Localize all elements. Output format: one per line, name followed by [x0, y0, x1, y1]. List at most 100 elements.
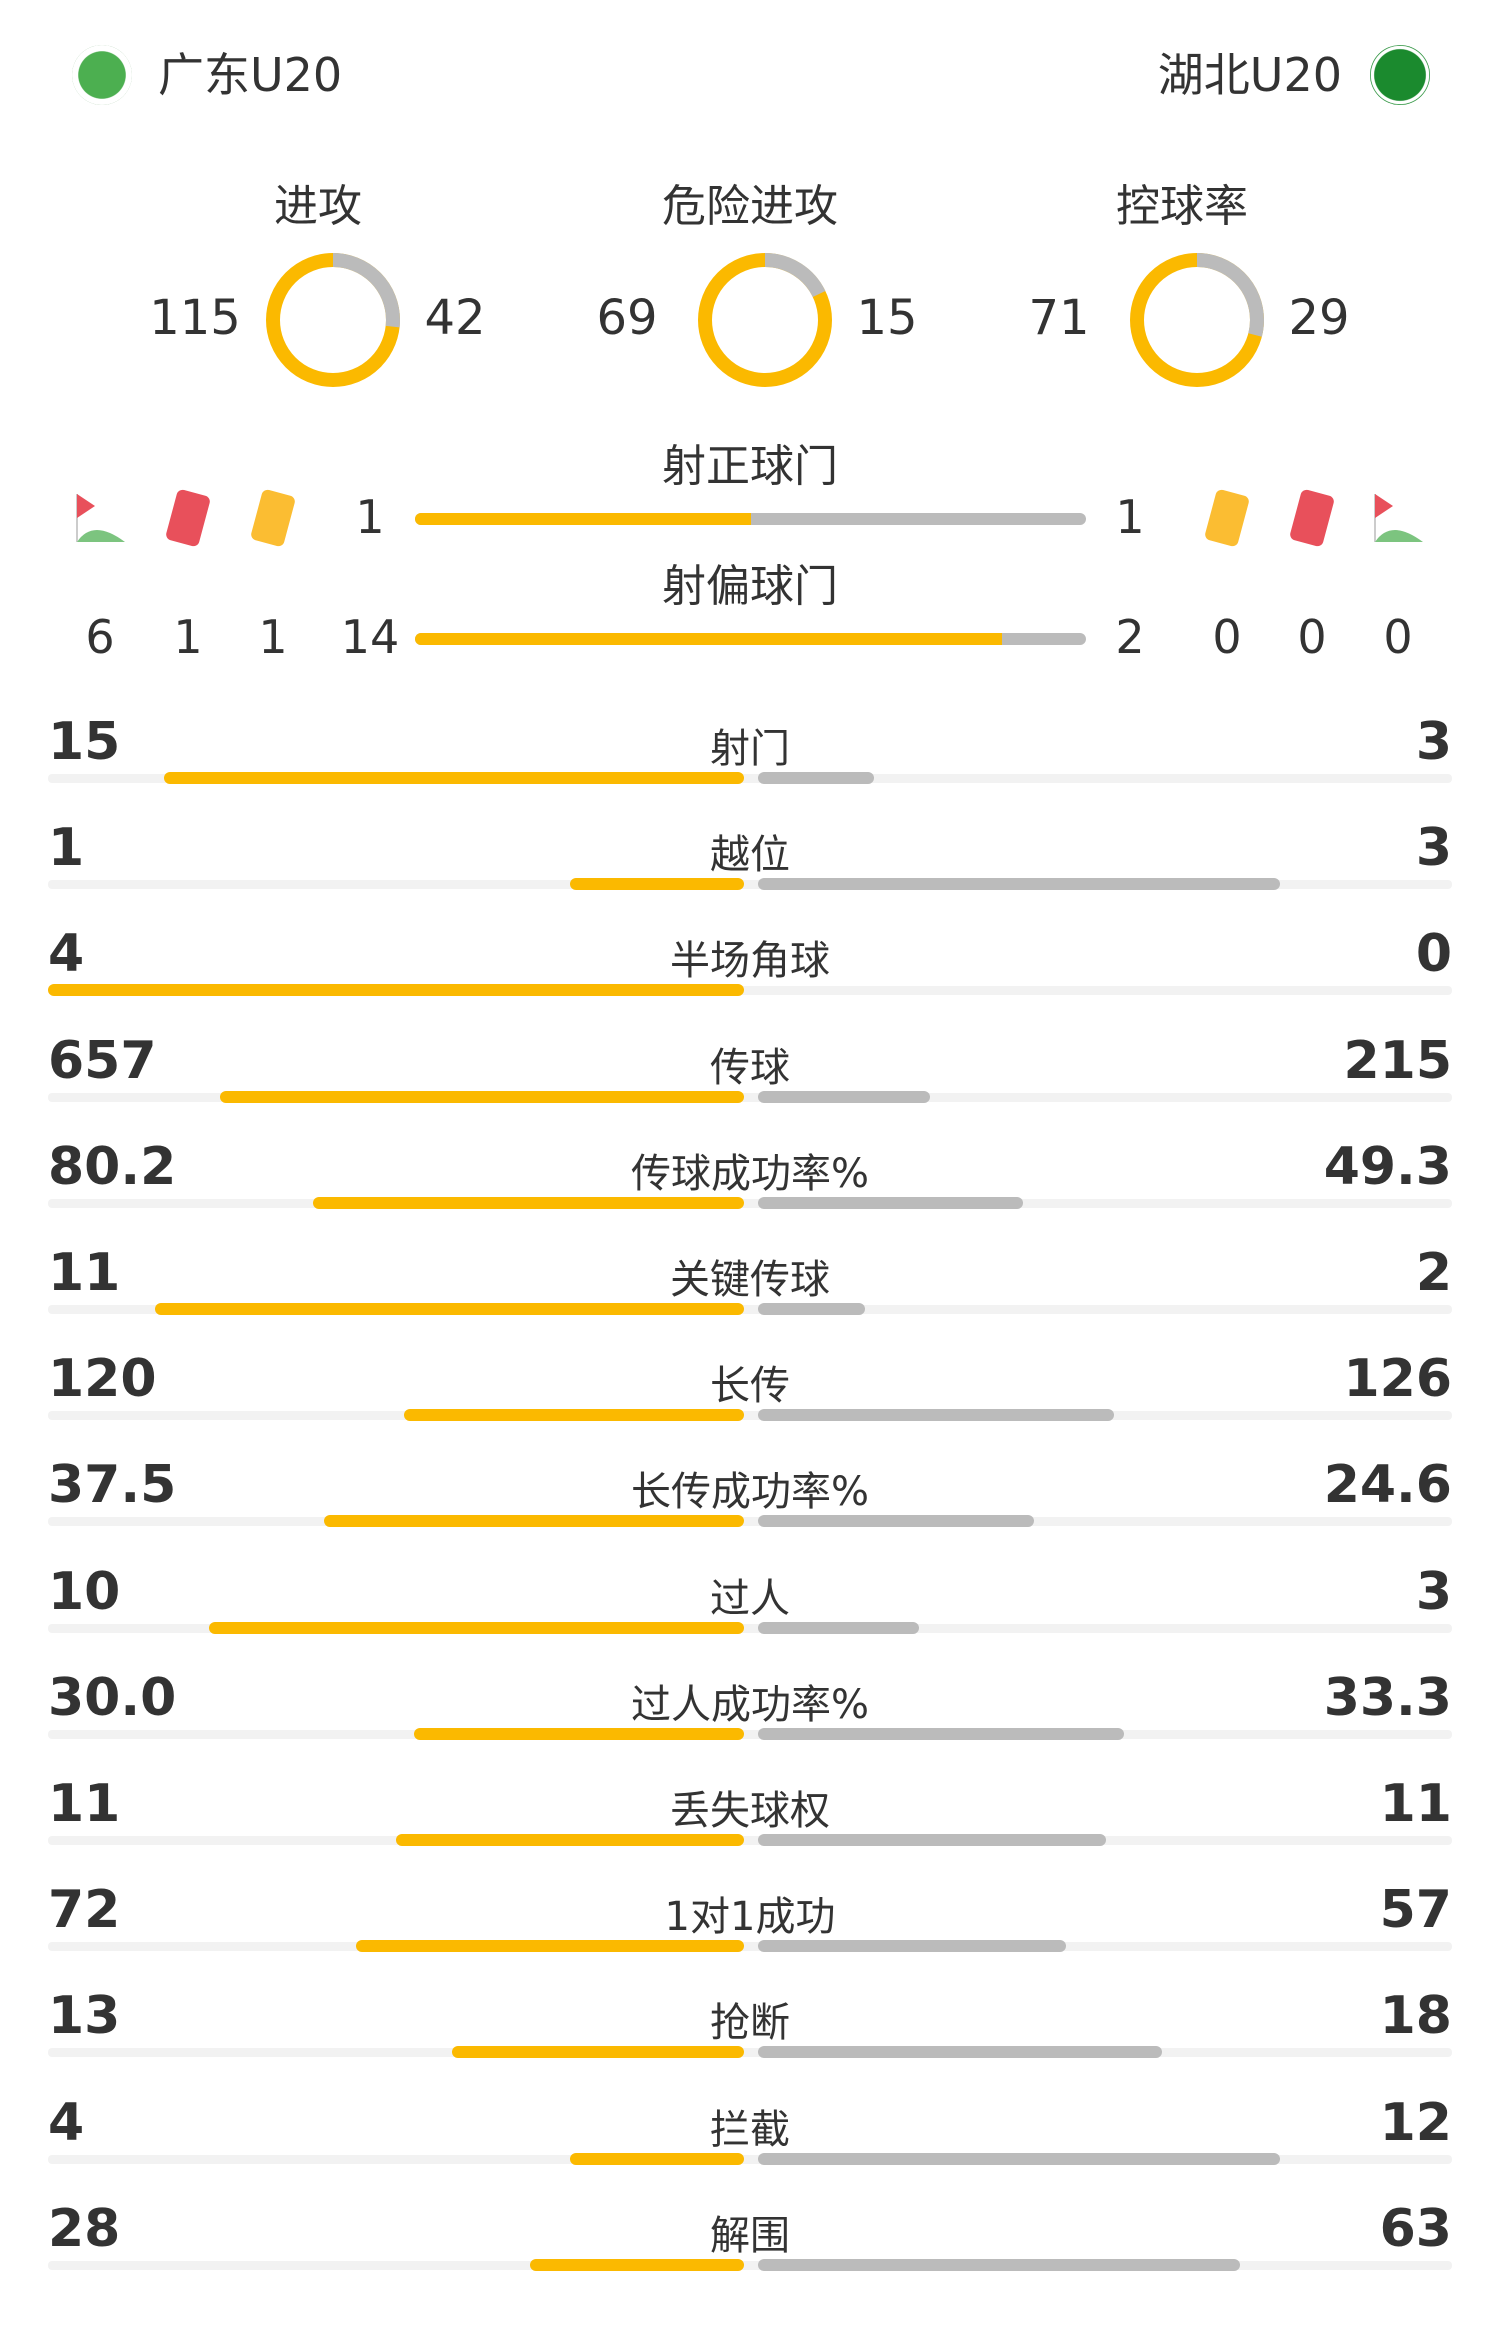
stat-home-value: 120 [48, 1349, 157, 1410]
donut-chart [1130, 253, 1264, 387]
stat-home-value: 4 [48, 2092, 85, 2153]
stat-row: 1 越位 3 [0, 818, 1500, 924]
stat-row: 657 传球 215 [0, 1031, 1500, 1137]
circle-title: 控球率 [1116, 181, 1248, 232]
yellow-card-icon [249, 488, 297, 548]
stat-row: 37.5 长传成功率% 24.6 [0, 1455, 1500, 1561]
stat-row: 4 半场角球 0 [0, 924, 1500, 1030]
stat-row: 15 射门 3 [0, 712, 1500, 818]
stat-away-value: 215 [1343, 1030, 1452, 1091]
stat-home-value: 1 [48, 818, 85, 879]
stat-home-value: 15 [48, 712, 121, 772]
red-card-icon [164, 488, 212, 548]
circle-title: 进攻 [274, 181, 362, 232]
home-team-name: 广东U20 [158, 48, 343, 102]
donut-away-arc [266, 253, 400, 387]
stat-track [48, 1305, 1452, 1314]
stat-home-value: 13 [48, 1986, 121, 2047]
stat-away-bar [758, 1940, 1066, 1953]
shot-away-value: 2 [1115, 610, 1145, 664]
stat-home-value: 11 [48, 1774, 121, 1834]
stat-away-value: 57 [1379, 1880, 1452, 1941]
stat-label: 丢失球权 [670, 1788, 830, 1834]
stat-label: 解围 [710, 2212, 790, 2259]
stat-home-value: 30.0 [48, 1667, 177, 1728]
stat-away-bar [758, 1621, 919, 1634]
stat-label: 关键传球 [670, 1257, 830, 1303]
stat-home-value: 37.5 [48, 1455, 177, 1516]
stat-home-value: 4 [48, 924, 85, 985]
stat-track [48, 986, 1452, 996]
stat-home-value: 72 [48, 1880, 121, 1941]
stat-label: 传球 [710, 1044, 790, 1091]
circle-home-value: 71 [1028, 290, 1090, 346]
away-yellow-count: 0 [1212, 610, 1242, 664]
stat-home-bar [570, 2152, 744, 2165]
stat-home-bar [312, 1196, 744, 1209]
stat-away-value: 12 [1379, 2092, 1452, 2153]
stat-home-bar [164, 772, 744, 784]
shot-home-value: 1 [355, 490, 385, 544]
circle-home-value: 69 [596, 290, 658, 346]
circle-home-value: 115 [149, 290, 241, 346]
donut-chart [266, 253, 400, 387]
stat-label: 传球成功率% [630, 1150, 870, 1197]
stat-label: 1对1成功 [664, 1894, 836, 1941]
stat-track [48, 880, 1452, 890]
stat-home-bar [529, 2258, 744, 2271]
stat-row: 72 1对1成功 57 [0, 1880, 1500, 1986]
circle-away-value: 42 [424, 290, 486, 346]
stat-away-value: 2 [1415, 1243, 1452, 1303]
stat-home-value: 80.2 [48, 1136, 177, 1197]
stat-track [48, 1729, 1452, 1739]
stat-home-bar [155, 1303, 744, 1315]
stat-row: 120 长传 126 [0, 1349, 1500, 1455]
stat-away-bar [758, 1196, 1023, 1209]
stat-away-value: 11 [1379, 1774, 1452, 1834]
stat-away-value: 126 [1343, 1349, 1452, 1410]
shot-title: 射正球门 [662, 441, 838, 492]
shot-away-value: 1 [1115, 490, 1145, 544]
stat-away-bar [758, 772, 874, 784]
home-red-count: 1 [173, 610, 203, 664]
yellow-card-icon [1203, 488, 1251, 548]
stat-away-bar [758, 878, 1280, 891]
stat-row: 4 拦截 12 [0, 2093, 1500, 2199]
red-card-icon [1288, 488, 1336, 548]
stat-home-bar [396, 1834, 744, 1846]
stat-away-bar [758, 1303, 866, 1315]
away-red-count: 0 [1297, 610, 1327, 664]
stat-track [48, 2048, 1452, 2058]
stat-home-value: 11 [48, 1243, 121, 1303]
stat-away-bar [758, 2046, 1163, 2059]
shot-bar [415, 633, 1086, 645]
stat-track [48, 774, 1452, 783]
stat-away-value: 3 [1415, 712, 1452, 772]
stat-track [48, 1411, 1452, 1421]
stat-away-value: 3 [1415, 1561, 1452, 1622]
stat-away-bar [758, 2152, 1280, 2165]
stat-home-bar [323, 1515, 744, 1528]
stat-row: 28 解围 63 [0, 2199, 1500, 2305]
stat-away-value: 0 [1415, 924, 1452, 985]
shot-bar [415, 513, 1086, 525]
stat-home-bar [355, 1940, 744, 1953]
donut-away-arc [698, 253, 832, 387]
stat-away-value: 18 [1379, 1986, 1452, 2047]
circle-away-value: 29 [1288, 290, 1350, 346]
stat-away-value: 24.6 [1323, 1455, 1452, 1516]
stat-row: 13 抢断 18 [0, 1986, 1500, 2092]
shot-home-value: 14 [340, 610, 400, 664]
away-team-logo [1370, 45, 1430, 105]
stat-home-bar [452, 2046, 744, 2059]
stat-home-value: 657 [48, 1030, 157, 1091]
stat-track [48, 2260, 1452, 2270]
corner-flag-icon [76, 494, 125, 542]
stat-label: 长传成功率% [630, 1469, 870, 1516]
stat-away-value: 33.3 [1323, 1667, 1452, 1728]
stat-home-value: 10 [48, 1561, 121, 1622]
home-corners-count: 6 [85, 610, 115, 664]
away-team-name: 湖北U20 [1157, 48, 1342, 102]
stat-home-bar [570, 878, 744, 891]
stat-track [48, 1623, 1452, 1633]
